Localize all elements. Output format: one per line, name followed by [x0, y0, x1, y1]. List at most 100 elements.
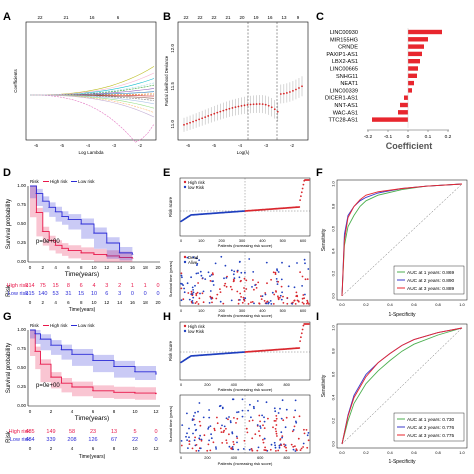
- panel-a-path: [30, 84, 155, 96]
- risk-x-tick: 500: [280, 239, 286, 243]
- panel-e-legend-dead-dot: [183, 255, 187, 259]
- panel-i-legend-2: AUC at 2 years: 0.776: [407, 425, 455, 431]
- panel-letter-f: F: [316, 167, 323, 179]
- survival-point: [305, 429, 308, 431]
- survival-point: [202, 416, 205, 419]
- panel-h-survival-points: [180, 398, 310, 452]
- survival-point: [301, 301, 304, 304]
- survival-point: [302, 446, 304, 448]
- panel-d-risk-high-value: 1: [131, 283, 134, 289]
- panel-d-x-tick: 2: [42, 265, 45, 270]
- survival-point: [248, 420, 251, 422]
- panel-a: 22 21 16 6 -6 -5 -4 -3 -2 Log Lambda Coe…: [13, 15, 157, 155]
- panel-d-legend-low: Low risk: [78, 179, 95, 184]
- panel-b-xlabel: Log(λ): [237, 150, 250, 155]
- survival-point: [249, 403, 251, 406]
- survival-point: [211, 297, 214, 300]
- panel-a-ylabel: Coefficients: [13, 69, 18, 93]
- survival-point: [186, 432, 188, 435]
- panel-e: High risk low Risk Risk score 0 100 200 300…: [168, 177, 311, 318]
- survival-point: [294, 445, 296, 448]
- roc-y-tick: 0.2: [331, 417, 336, 423]
- survival-point: [196, 291, 199, 294]
- panel-c-gene-label: LINC00665: [330, 67, 358, 73]
- survival-point: [246, 431, 249, 434]
- survival-point: [297, 300, 300, 303]
- panel-a-path: [30, 94, 155, 118]
- survival-point: [281, 261, 283, 264]
- panel-g-x-tick: 12: [153, 409, 159, 414]
- survival-point: [231, 432, 234, 435]
- survival-point: [280, 278, 283, 281]
- survival-point: [194, 284, 196, 287]
- survival-point: [296, 262, 298, 264]
- survival-point: [215, 297, 218, 300]
- survival-x-tick: 600: [257, 456, 263, 460]
- survival-point: [183, 287, 186, 290]
- survival-point: [196, 264, 198, 266]
- risk-score-point: [301, 187, 304, 190]
- survival-point: [190, 276, 193, 279]
- risk-x-tick: 600: [300, 239, 306, 243]
- survival-point: [199, 292, 201, 295]
- survival-point: [283, 445, 286, 448]
- survival-point: [229, 285, 232, 288]
- survival-point: [251, 449, 254, 452]
- survival-point: [286, 302, 289, 305]
- survival-x-tick: 600: [300, 309, 306, 313]
- survival-point: [194, 423, 196, 426]
- survival-point: [186, 439, 189, 441]
- panel-b-top-tick: 22: [183, 15, 189, 20]
- survival-point: [238, 276, 241, 279]
- survival-point: [250, 416, 252, 419]
- survival-point: [180, 274, 183, 277]
- survival-point: [183, 291, 186, 294]
- survival-point: [306, 302, 308, 305]
- panel-g-risk-low-value: 67: [111, 437, 117, 443]
- panel-g-risk-high-value: 149: [46, 429, 55, 435]
- panel-b-point: [210, 113, 213, 116]
- survival-point: [285, 416, 288, 419]
- survival-point: [307, 439, 310, 442]
- panel-d-risk-high-value: 15: [53, 283, 59, 289]
- panel-c-x-ticks: -0.2 -0.1 0 0.1 0.2: [364, 130, 452, 140]
- survival-point: [298, 415, 301, 418]
- survival-point: [262, 424, 264, 427]
- survival-point: [241, 398, 244, 401]
- panel-d-risk-high-value: 4: [92, 283, 95, 289]
- survival-point: [280, 431, 283, 434]
- panel-g-y-tick: 0.75: [17, 346, 26, 351]
- panel-letter-e: E: [163, 167, 170, 179]
- survival-point: [212, 284, 215, 286]
- survival-point: [241, 409, 244, 412]
- survival-point: [200, 438, 203, 441]
- survival-point: [194, 429, 197, 432]
- panel-g-risk-low-value: 0: [154, 437, 157, 443]
- panel-e-legend-low: low Risk: [188, 185, 205, 190]
- survival-point: [306, 301, 309, 304]
- survival-point: [207, 426, 210, 429]
- panel-i-roc-curves: [341, 327, 463, 445]
- survival-point: [220, 255, 223, 258]
- panel-f-legend-1: AUC at 1 years: 0.869: [407, 270, 455, 276]
- survival-point: [198, 402, 201, 404]
- panel-letter-h: H: [163, 311, 171, 323]
- survival-point: [199, 447, 202, 450]
- survival-point: [281, 291, 283, 294]
- panel-b-top-tick: 20: [239, 15, 245, 20]
- survival-point: [307, 303, 310, 305]
- survival-point: [197, 449, 200, 452]
- survival-point: [275, 430, 277, 433]
- survival-point: [221, 442, 224, 444]
- panel-b-frame: [177, 21, 309, 141]
- survival-point: [274, 420, 277, 422]
- survival-point: [281, 399, 284, 402]
- survival-point: [231, 446, 234, 448]
- panel-d-x-tick: 18: [143, 265, 149, 270]
- panel-b-point: [255, 103, 258, 105]
- panel-a-top-tick: 22: [37, 15, 43, 20]
- panel-i-frame: [336, 323, 468, 449]
- risk-score-point: [301, 328, 304, 331]
- survival-point: [265, 449, 268, 452]
- roc-y-tick: 1.0: [331, 324, 336, 330]
